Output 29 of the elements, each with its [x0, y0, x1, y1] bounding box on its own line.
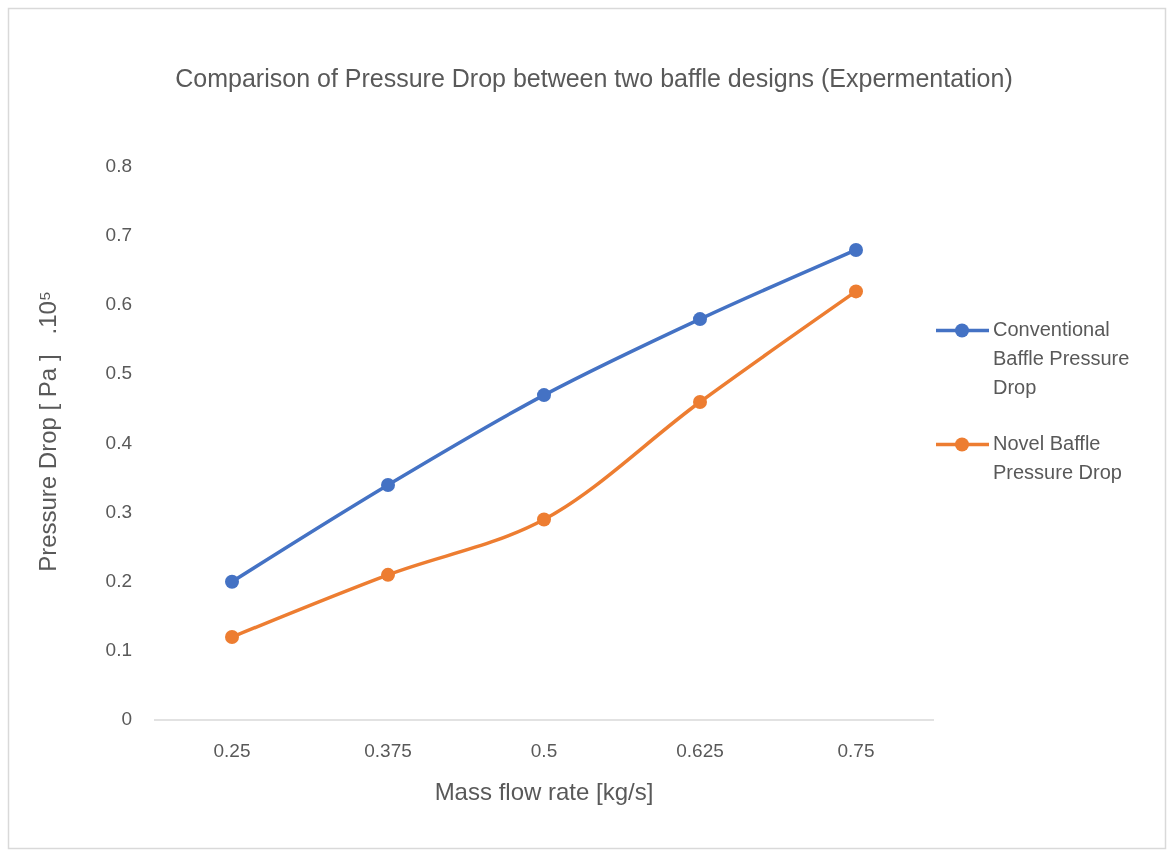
point [693, 395, 707, 410]
point [225, 630, 239, 645]
y-tick-label: 0.8 [105, 155, 132, 177]
x-tick-label: 0.75 [837, 740, 875, 762]
legend-label: Novel Baffle Pressure Drop [993, 431, 1122, 483]
x-tick-label: 0.5 [530, 740, 558, 762]
point [381, 567, 395, 582]
y-tick-label: 0.2 [105, 569, 132, 591]
legend-label: Conventional Baffle Pressure Drop [993, 317, 1130, 398]
point [537, 512, 551, 527]
y-tick-label: 0.3 [105, 500, 132, 522]
point [381, 477, 395, 492]
y-tick-label: 0.7 [105, 224, 132, 246]
x-axis-title: Mass flow rate [kg/s] [434, 778, 654, 806]
y-tick-label: 0.6 [105, 293, 132, 315]
y-tick-label: 0.5 [105, 362, 132, 384]
x-tick-label: 0.375 [364, 740, 412, 762]
y-tick-label: 0.1 [105, 638, 132, 660]
chart-title: Comparison of Pressure Drop between two baffle designs (Expermentation) [175, 63, 1013, 92]
point [537, 388, 551, 403]
y-axis-title: Pressure Drop [ Pa ] .10⁵ [34, 291, 62, 572]
point [225, 574, 239, 589]
y-tick-label: 0 [121, 708, 132, 730]
y-tick-label: 0.4 [105, 431, 133, 453]
point [849, 284, 863, 299]
x-tick-label: 0.625 [676, 740, 724, 762]
point [849, 242, 863, 257]
x-tick-label: 0.25 [213, 740, 251, 762]
point [693, 312, 707, 327]
